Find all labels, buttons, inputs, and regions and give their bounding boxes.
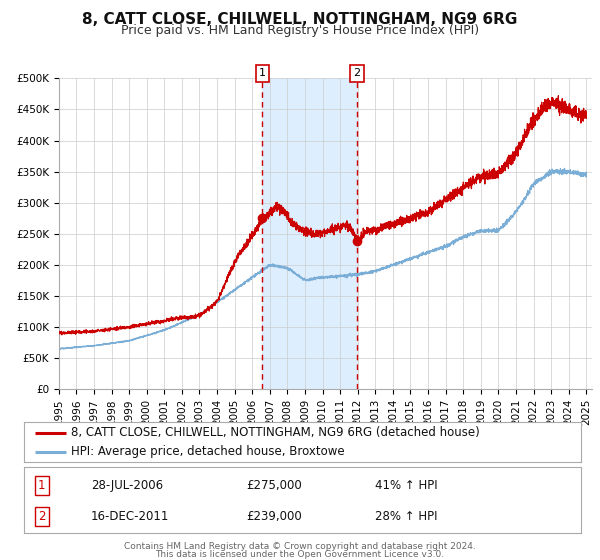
Bar [262,78,357,389]
Text: HPI: Average price, detached house, Broxtowe: HPI: Average price, detached house, Brox… [71,445,345,459]
Text: 16-DEC-2011: 16-DEC-2011 [91,510,169,523]
Text: Contains HM Land Registry data © Crown copyright and database right 2024.: Contains HM Land Registry data © Crown c… [124,542,476,550]
Text: 8, CATT CLOSE, CHILWELL, NOTTINGHAM, NG9 6RG: 8, CATT CLOSE, CHILWELL, NOTTINGHAM, NG9… [82,12,518,27]
Text: 41% ↑ HPI: 41% ↑ HPI [375,479,437,492]
Text: 1: 1 [259,68,266,78]
Text: Price paid vs. HM Land Registry's House Price Index (HPI): Price paid vs. HM Land Registry's House … [121,24,479,37]
Text: 2: 2 [353,68,361,78]
Text: 28-JUL-2006: 28-JUL-2006 [91,479,163,492]
Text: 8, CATT CLOSE, CHILWELL, NOTTINGHAM, NG9 6RG (detached house): 8, CATT CLOSE, CHILWELL, NOTTINGHAM, NG9… [71,427,480,440]
Text: £239,000: £239,000 [247,510,302,523]
Text: 28% ↑ HPI: 28% ↑ HPI [375,510,437,523]
Text: 1: 1 [38,479,46,492]
Text: £275,000: £275,000 [247,479,302,492]
Text: This data is licensed under the Open Government Licence v3.0.: This data is licensed under the Open Gov… [155,550,445,559]
Text: 2: 2 [38,510,46,523]
